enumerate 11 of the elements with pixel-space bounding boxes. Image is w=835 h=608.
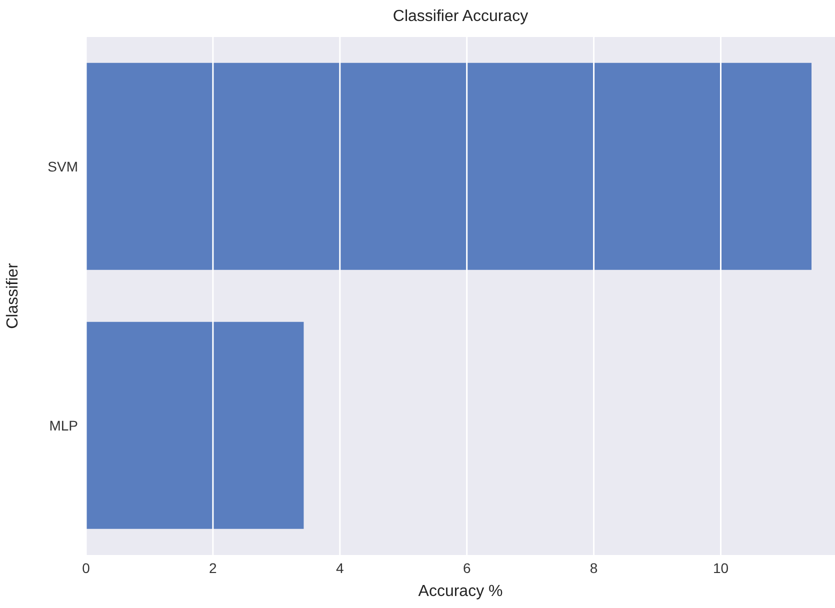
y-tick-label: SVM bbox=[48, 158, 78, 174]
y-axis-title: Classifier bbox=[4, 262, 22, 329]
x-tick-label: 10 bbox=[712, 560, 729, 576]
x-tick-label: 0 bbox=[82, 560, 90, 576]
x-tick-label: 2 bbox=[209, 560, 218, 576]
x-tick-label: 4 bbox=[336, 560, 344, 576]
x-tick-label: 6 bbox=[462, 560, 471, 576]
y-tick-label: MLP bbox=[49, 417, 78, 434]
chart-title: Classifier Accuracy bbox=[392, 8, 530, 26]
x-tick-label: 8 bbox=[590, 560, 598, 576]
x-axis-title: Accuracy % bbox=[418, 583, 503, 600]
